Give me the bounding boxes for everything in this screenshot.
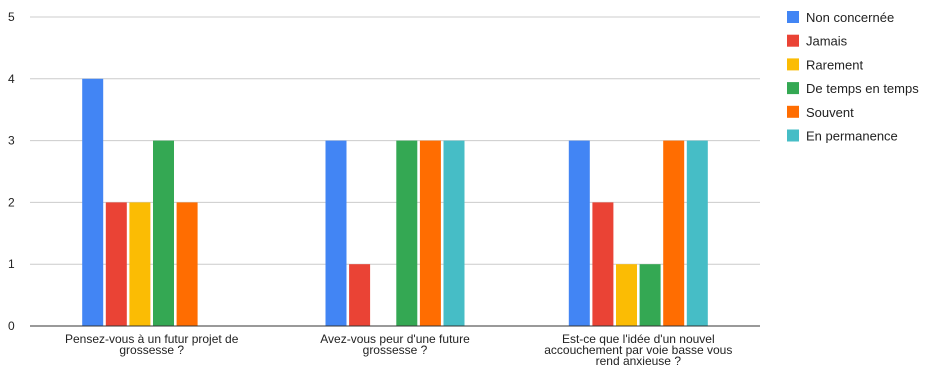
bar (176, 202, 198, 326)
y-tick-label: 3 (8, 134, 15, 148)
x-category-label: accouchement par voie basse vous (544, 343, 732, 357)
y-tick-label: 1 (8, 257, 15, 271)
x-category-label: grossesse ? (363, 343, 428, 357)
legend-label: Jamais (806, 34, 848, 49)
x-category-label: Est-ce que l'idée d'un nouvel (562, 332, 715, 346)
y-tick-label: 4 (8, 72, 15, 86)
legend-label: Rarement (806, 57, 863, 72)
y-tick-label: 0 (8, 319, 15, 333)
bars (82, 78, 708, 326)
legend-swatch (787, 82, 799, 95)
bar (419, 140, 441, 326)
legend-swatch (787, 34, 799, 47)
bar (443, 140, 465, 326)
bar (568, 140, 590, 326)
x-category-label: rend anxieuse ? (596, 354, 682, 368)
bar (396, 140, 418, 326)
bar (82, 78, 104, 326)
legend-swatch (787, 58, 799, 71)
bar (349, 264, 371, 326)
y-tick-label: 5 (8, 10, 15, 24)
bar (616, 264, 637, 326)
x-category-label: grossesse ? (119, 343, 184, 357)
legend-swatch (787, 11, 799, 23)
bar (129, 202, 151, 326)
legend: Non concernée Jamais Rarement De temps en t… (787, 10, 919, 144)
legend-label: En permanence (806, 129, 898, 144)
y-tick-label: 2 (8, 195, 15, 209)
legend-swatch (787, 105, 799, 118)
bar (105, 202, 127, 326)
x-category-label: Pensez-vous à un futur projet de (65, 332, 239, 346)
gridlines (30, 16, 760, 265)
bar (325, 140, 347, 326)
x-category-label: Avez-vous peur d'une future (320, 332, 470, 346)
legend-swatch (787, 129, 799, 142)
x-axis-category-labels: Pensez-vous à un futur projet degrossess… (65, 332, 732, 368)
bar (592, 202, 614, 326)
legend-label: De temps en temps (806, 81, 919, 96)
legend-label: Souvent (806, 105, 854, 120)
y-axis-tick-labels: 0 1 2 3 4 5 (8, 10, 15, 333)
bar (663, 140, 685, 326)
legend-label: Non concernée (806, 10, 894, 25)
bar (153, 140, 174, 326)
bar (639, 264, 661, 326)
bar (686, 140, 708, 326)
